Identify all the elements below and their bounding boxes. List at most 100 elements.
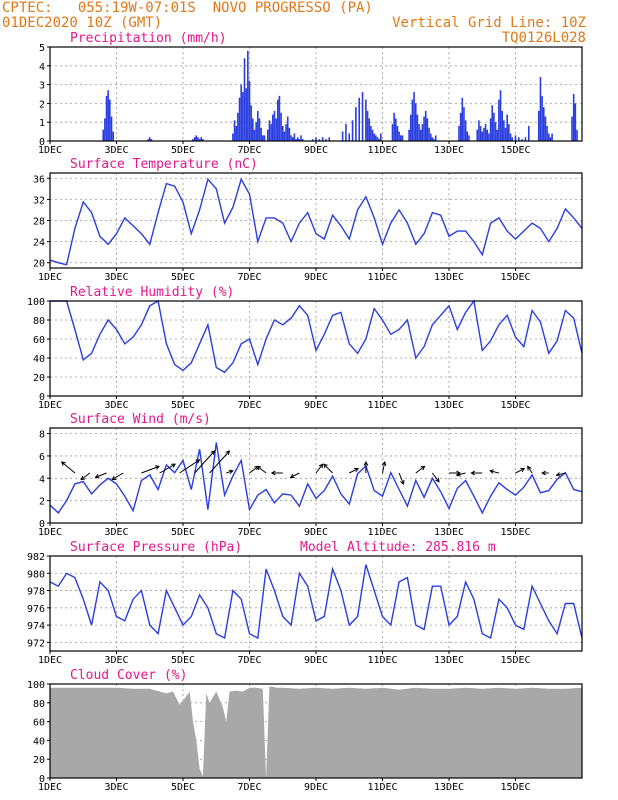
precip-bar (325, 139, 327, 141)
wind-arrow-head (155, 465, 160, 470)
precip-bar (459, 112, 462, 141)
x-tick-label: 13DEC (434, 272, 464, 283)
precip-bar (366, 110, 369, 141)
precip-bar (268, 120, 271, 141)
x-tick-label: 9DEC (304, 782, 328, 793)
y-tick-label: 978 (27, 587, 45, 598)
wind-arrow (257, 465, 267, 474)
wind-arrow (398, 472, 404, 485)
x-tick-label: 11DEC (367, 145, 397, 156)
x-tick-label: 5DEC (171, 400, 195, 411)
header-grid-line: Vertical Grid Line: 10Z (392, 15, 586, 31)
x-tick-label: 7DEC (237, 782, 261, 793)
precip-bar (521, 139, 523, 141)
precip-bar (551, 133, 553, 141)
precip-bar (408, 129, 410, 141)
precip-bar (285, 124, 287, 141)
wind-arrow-head (60, 461, 66, 466)
precip-bar (341, 131, 344, 141)
y-tick-label: 0 (39, 774, 45, 785)
precip-bar (195, 135, 198, 141)
model-altitude-label: Model Altitude: 285.816 m (300, 540, 496, 555)
precip-bar (291, 137, 294, 141)
x-tick-label: 3DEC (104, 527, 128, 538)
chart-title: Surface Pressure (hPa) (70, 540, 242, 555)
precip-bar (428, 127, 430, 141)
y-tick-label: 1 (39, 118, 45, 129)
x-tick-label: 9DEC (304, 272, 328, 283)
precip-bar (504, 127, 507, 141)
precip-bar (576, 129, 578, 141)
wind-arrow-head (381, 460, 387, 466)
x-tick-label: 9DEC (304, 527, 328, 538)
x-tick-label: 3DEC (104, 145, 128, 156)
x-tick-label: 11DEC (367, 527, 397, 538)
precip-bar (496, 129, 499, 141)
precip-bar (431, 137, 434, 141)
precip-bar (416, 114, 419, 141)
precip-bar (424, 110, 427, 141)
wind-arrow (349, 468, 359, 474)
precip-bar (484, 124, 487, 141)
x-tick-label: 15DEC (500, 145, 530, 156)
x-tick-label: 7DEC (237, 400, 261, 411)
wind-arrow-head (420, 465, 426, 471)
precip-bar (318, 139, 321, 141)
precip-bar (433, 139, 435, 141)
precip-bar (107, 90, 109, 141)
precip-bar (391, 124, 394, 141)
x-tick-label: 9DEC (304, 655, 328, 666)
precip-bar (503, 120, 505, 141)
y-tick-label: 80 (33, 316, 45, 327)
header-model: TQ0126L028 (501, 30, 586, 46)
y-tick-label: 8 (39, 430, 45, 441)
precip-bar (263, 135, 266, 141)
chart-title: Surface Temperature (nC) (70, 157, 258, 172)
precip-bar (237, 112, 239, 141)
wind-arrow-head (541, 470, 546, 476)
precip-bar (398, 131, 400, 141)
precip-bar (250, 105, 252, 141)
precip-bar (193, 137, 196, 141)
precip-bar (286, 116, 289, 141)
precip-bar (421, 124, 424, 141)
x-tick-label: 15DEC (500, 527, 530, 538)
y-tick-label: 100 (27, 680, 45, 691)
x-tick-label: 1DEC (38, 655, 62, 666)
precip-bar (253, 129, 256, 141)
wind-arrow-head (225, 450, 231, 456)
precip-bar (198, 139, 201, 141)
wind-arrow (95, 472, 107, 478)
wind-arrow-head (323, 463, 328, 469)
press-series-line (49, 564, 583, 640)
precip-bar (468, 135, 470, 141)
x-tick-label: 15DEC (500, 655, 530, 666)
precip-bar (345, 124, 347, 141)
precip-bar (426, 118, 429, 141)
x-tick-label: 15DEC (500, 782, 530, 793)
precip-bar (355, 107, 357, 141)
precip-bar (110, 116, 113, 141)
x-tick-label: 5DEC (171, 145, 195, 156)
precip-bar (547, 133, 550, 141)
precip-bar (399, 135, 402, 141)
precip-bar (549, 137, 552, 141)
precip-bar (365, 99, 367, 141)
precip-bar (243, 58, 246, 141)
precip-bar (508, 124, 510, 141)
y-tick-label: 980 (27, 569, 45, 580)
precip-bar (494, 122, 497, 141)
x-tick-label: 11DEC (367, 782, 397, 793)
precip-bar (315, 137, 317, 141)
y-tick-label: 60 (33, 335, 45, 346)
x-tick-label: 7DEC (237, 272, 261, 283)
wind-arrow (527, 466, 533, 474)
x-tick-label: 1DEC (38, 782, 62, 793)
precip-bar (102, 129, 104, 141)
wind-arrow-head (354, 468, 360, 473)
cloud-cover-area (50, 686, 582, 778)
chart-title: Precipitation (mm/h) (70, 31, 227, 46)
precip-bar (461, 97, 464, 141)
